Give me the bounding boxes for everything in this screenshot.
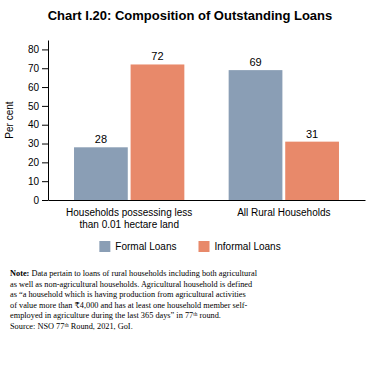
bar	[229, 70, 283, 200]
y-tick: 70	[28, 63, 48, 74]
y-tick: 10	[28, 176, 48, 187]
y-tick-mark	[42, 87, 48, 88]
legend-label: Informal Loans	[214, 241, 280, 252]
x-tick: All Rural Households	[237, 207, 330, 218]
y-tick: 0	[33, 195, 48, 206]
legend-item: Formal Loans	[99, 241, 176, 252]
chart: Chart I.20: Composition of Outstanding L…	[0, 0, 380, 378]
note-line: Source: NSO 77ᵗʰ Round, 2021, GoI.	[10, 322, 133, 331]
y-tick-mark	[42, 125, 48, 126]
legend-item: Informal Loans	[198, 241, 280, 252]
bar	[285, 142, 339, 200]
data-label: 69	[249, 56, 261, 68]
y-tick: 80	[28, 44, 48, 55]
y-tick-label: 0	[33, 195, 39, 206]
data-label: 72	[151, 50, 163, 62]
note-line: Data pertain to loans of rural household…	[29, 269, 257, 278]
y-tick-mark	[42, 49, 48, 50]
y-tick: 30	[28, 138, 48, 149]
x-axis-line	[49, 200, 366, 201]
note-line: employed in agriculture during the last …	[10, 311, 221, 320]
note-line: as well as non-agricultural households. …	[10, 280, 253, 289]
y-axis-title: Per cent	[4, 101, 15, 138]
legend: Formal Loans Informal Loans	[99, 241, 280, 252]
legend-swatch	[99, 241, 110, 252]
y-tick-label: 80	[28, 44, 40, 55]
y-tick-label: 10	[28, 176, 40, 187]
y-tick: 60	[28, 82, 48, 93]
x-tick: Households possessing lessthan 0.01 hect…	[66, 207, 192, 230]
y-tick-mark	[42, 106, 48, 107]
note: Note: Data pertain to loans of rural hou…	[10, 269, 258, 331]
y-tick-mark	[42, 144, 48, 145]
y-tick: 40	[28, 119, 48, 130]
legend-label: Formal Loans	[115, 241, 176, 252]
note-text: Data pertain to loans of rural household…	[10, 269, 258, 331]
x-tick-label-line: than 0.01 hectare land	[79, 219, 179, 230]
x-tick-label-line: Households possessing less	[66, 207, 192, 218]
bar	[131, 64, 185, 200]
y-tick-label: 40	[28, 119, 40, 130]
y-tick: 50	[28, 101, 48, 112]
legend-swatch	[198, 241, 209, 252]
data-label: 31	[306, 128, 318, 140]
y-tick-mark	[42, 181, 48, 182]
note-line: of value more than ₹4,000 and has at lea…	[10, 301, 248, 310]
y-axis: 0 10 20 30 40 50 60 70 80	[28, 41, 49, 206]
y-tick-mark	[42, 162, 48, 163]
x-tick-label: Households possessing lessthan 0.01 hect…	[66, 207, 192, 230]
y-tick-label: 50	[28, 101, 40, 112]
y-tick-label: 30	[28, 138, 40, 149]
y-tick-label: 60	[28, 82, 40, 93]
x-tick-label: All Rural Households	[237, 207, 330, 218]
data-label: 28	[95, 133, 107, 145]
bar	[74, 147, 128, 200]
y-tick-label: 20	[28, 157, 40, 168]
y-tick-mark	[42, 200, 48, 201]
note-label: Note:	[10, 269, 30, 278]
y-tick-label: 70	[28, 63, 40, 74]
y-tick-mark	[42, 68, 48, 69]
y-axis-line	[48, 41, 49, 201]
bars	[74, 64, 339, 200]
title: Chart I.20: Composition of Outstanding L…	[48, 8, 333, 23]
y-tick: 20	[28, 157, 48, 168]
data-labels: 28 69 72 31	[95, 50, 318, 145]
x-tick-label-line: All Rural Households	[237, 207, 330, 218]
x-axis: Households possessing lessthan 0.01 hect…	[49, 201, 366, 231]
note-line: as “a household which is having producti…	[10, 290, 246, 299]
